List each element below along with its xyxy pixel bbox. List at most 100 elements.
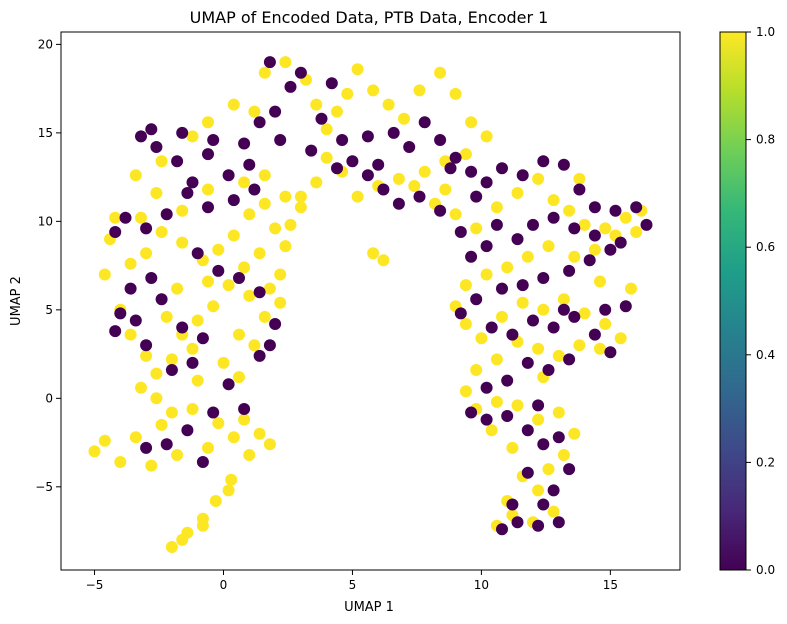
data-point-class-0 [274,134,287,146]
data-point-class-0 [294,66,307,79]
data-point-class-1 [145,459,158,472]
data-point-class-1 [186,403,199,415]
data-point-class-1 [413,84,426,97]
data-point-class-0 [263,339,276,352]
data-point-class-1 [253,427,266,440]
data-point-class-0 [547,321,560,334]
data-point-class-1 [480,130,493,143]
data-point-class-1 [135,211,147,224]
data-point-class-1 [594,342,606,355]
data-point-class-1 [274,296,287,309]
data-point-class-1 [171,282,184,295]
data-point-class-1 [248,339,261,352]
data-point-class-0 [160,208,173,221]
data-point-class-1 [310,98,323,111]
data-point-class-1 [129,169,142,182]
data-point-class-0 [604,243,617,256]
data-point-class-0 [392,197,405,210]
data-point-class-1 [202,441,214,454]
data-point-class-0 [563,353,576,366]
data-point-class-1 [279,56,292,69]
data-point-class-0 [537,155,550,168]
data-point-class-0 [361,130,374,143]
data-point-class-0 [253,349,266,362]
data-point-class-1 [233,371,245,384]
data-point-class-1 [341,87,354,100]
data-point-class-0 [109,226,122,238]
data-point-class-1 [449,208,462,221]
data-point-class-1 [532,342,545,355]
data-point-class-0 [191,247,204,260]
data-point-class-1 [98,434,111,447]
data-point-class-1 [202,275,214,288]
data-point-class-1 [165,406,178,419]
data-point-class-0 [181,187,194,199]
data-point-class-0 [470,293,483,306]
data-point-class-1 [418,165,431,178]
y-tick-label: 0 [45,391,53,405]
data-point-class-0 [361,169,374,182]
data-point-class-0 [160,438,173,451]
data-point-class-1 [176,204,189,217]
data-point-class-1 [511,399,524,412]
y-tick-label: 20 [38,37,53,51]
x-tick-label: 15 [603,578,618,592]
colorbar-tick-label: 0.6 [756,240,775,254]
data-point-class-0 [253,286,266,299]
data-point-class-0 [547,211,560,224]
data-point-class-0 [465,250,478,263]
data-point-class-0 [521,356,534,369]
data-point-class-1 [207,300,220,313]
data-point-class-0 [284,80,297,93]
data-point-class-0 [145,123,158,136]
data-point-class-0 [227,194,240,207]
data-point-class-1 [459,279,472,292]
data-point-class-1 [485,424,498,437]
data-point-class-0 [501,374,514,387]
data-point-class-0 [434,204,447,217]
data-point-class-1 [202,183,214,196]
data-point-class-1 [217,356,230,369]
data-point-class-1 [253,247,266,260]
data-point-class-0 [119,211,132,224]
data-point-class-0 [568,222,581,235]
data-point-class-0 [568,310,581,323]
data-point-class-1 [196,519,209,532]
data-point-class-1 [155,226,168,238]
data-point-class-1 [202,116,214,129]
data-point-class-0 [315,112,328,125]
data-point-class-0 [269,105,282,118]
data-point-class-0 [506,498,519,511]
data-point-class-1 [501,261,514,274]
data-point-class-0 [413,190,426,203]
data-point-class-0 [599,303,612,316]
data-point-class-1 [511,187,524,199]
data-point-class-0 [114,307,127,320]
data-point-class-1 [310,176,323,189]
data-point-class-0 [480,240,493,253]
data-point-class-1 [599,318,612,330]
data-point-class-1 [150,392,163,405]
data-point-class-1 [258,169,271,182]
data-point-class-1 [238,413,251,426]
data-point-class-0 [238,137,251,150]
x-tick-label: 10 [474,578,489,592]
data-point-class-0 [372,158,385,171]
data-point-class-0 [511,516,524,529]
y-tick-label: 15 [38,126,53,140]
data-point-class-1 [475,332,488,345]
data-point-class-1 [547,505,560,518]
data-point-class-0 [222,169,235,182]
y-axis: −5 0 5 10 15 20 [35,37,61,494]
data-point-class-1 [439,183,452,196]
data-point-class-1 [263,282,276,295]
data-point-class-1 [532,413,545,426]
data-point-class-0 [496,523,508,536]
data-point-class-1 [614,332,627,345]
y-tick-label: 10 [38,214,53,228]
data-point-class-1 [470,364,483,376]
data-point-class-1 [470,222,483,235]
data-point-class-1 [490,201,503,214]
x-axis: −5 0 5 10 15 [86,570,618,592]
data-point-class-0 [418,116,431,129]
